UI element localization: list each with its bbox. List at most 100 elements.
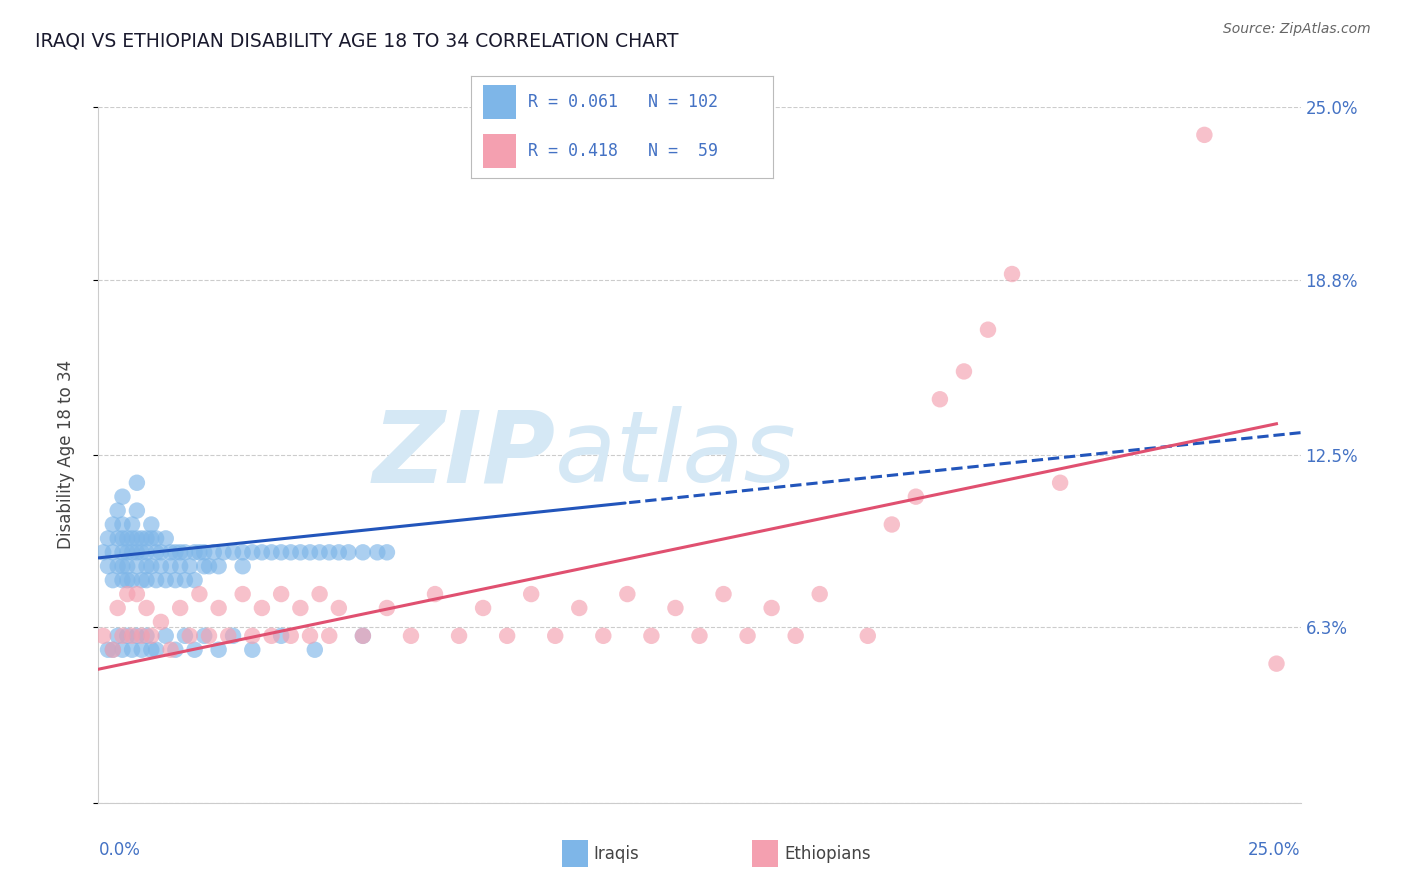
Point [183, 545, 205, 559]
Point [616, 587, 638, 601]
Point [141, 559, 163, 574]
Point [352, 629, 374, 643]
Point [290, 601, 312, 615]
Point [135, 573, 157, 587]
Point [165, 642, 187, 657]
Text: ZIP: ZIP [373, 407, 555, 503]
Point [298, 629, 321, 643]
Point [145, 642, 167, 657]
Text: Iraqis: Iraqis [593, 845, 640, 863]
Point [117, 573, 139, 587]
Point [208, 601, 231, 615]
Point [664, 601, 686, 615]
Point [149, 545, 172, 559]
Point [149, 615, 172, 629]
Point [121, 642, 143, 657]
Point [91, 629, 114, 643]
Point [352, 629, 374, 643]
Text: 25.0%: 25.0% [1249, 841, 1301, 859]
Point [165, 545, 187, 559]
Point [174, 629, 197, 643]
Point [337, 545, 360, 559]
Point [125, 503, 148, 517]
Point [240, 642, 263, 657]
Point [713, 587, 735, 601]
Point [141, 642, 163, 657]
Point [131, 532, 153, 546]
Point [318, 629, 340, 643]
Point [135, 601, 157, 615]
Point [193, 559, 215, 574]
Point [198, 629, 221, 643]
Point [212, 545, 235, 559]
Point [111, 532, 134, 546]
Point [250, 545, 273, 559]
Text: R = 0.418   N =  59: R = 0.418 N = 59 [529, 142, 718, 161]
Point [496, 629, 519, 643]
Point [117, 629, 139, 643]
Point [375, 601, 398, 615]
Point [188, 587, 211, 601]
Point [111, 490, 134, 504]
Point [117, 545, 139, 559]
Point [240, 629, 263, 643]
Point [125, 587, 148, 601]
Point [270, 545, 292, 559]
Text: R = 0.061   N = 102: R = 0.061 N = 102 [529, 93, 718, 111]
Point [366, 545, 388, 559]
FancyBboxPatch shape [484, 85, 516, 119]
Point [280, 545, 302, 559]
Point [188, 545, 211, 559]
Point [308, 545, 330, 559]
Point [111, 517, 134, 532]
Point [260, 629, 283, 643]
Point [318, 545, 340, 559]
Point [145, 545, 167, 559]
Point [117, 587, 139, 601]
Point [544, 629, 567, 643]
Point [107, 559, 129, 574]
Point [135, 629, 157, 643]
Point [290, 545, 312, 559]
Point [208, 642, 231, 657]
Point [145, 573, 167, 587]
Text: atlas: atlas [555, 407, 797, 503]
Point [135, 532, 157, 546]
Point [222, 629, 245, 643]
Point [179, 629, 201, 643]
Point [308, 587, 330, 601]
Point [904, 490, 927, 504]
Point [298, 545, 321, 559]
Point [141, 517, 163, 532]
Point [101, 642, 124, 657]
Text: Ethiopians: Ethiopians [785, 845, 872, 863]
Point [328, 601, 350, 615]
Point [121, 573, 143, 587]
Point [149, 559, 172, 574]
Point [174, 545, 197, 559]
Point [250, 601, 273, 615]
Point [198, 559, 221, 574]
Point [111, 629, 134, 643]
Point [193, 545, 215, 559]
Text: IRAQI VS ETHIOPIAN DISABILITY AGE 18 TO 34 CORRELATION CHART: IRAQI VS ETHIOPIAN DISABILITY AGE 18 TO … [35, 31, 679, 50]
Point [121, 629, 143, 643]
Point [131, 545, 153, 559]
Point [159, 545, 181, 559]
Point [1001, 267, 1024, 281]
Point [155, 573, 177, 587]
Point [953, 364, 976, 378]
Point [328, 545, 350, 559]
Point [121, 532, 143, 546]
Point [145, 532, 167, 546]
Point [977, 323, 1000, 337]
Point [101, 642, 124, 657]
Point [280, 629, 302, 643]
Point [111, 573, 134, 587]
Point [169, 559, 191, 574]
Point [111, 642, 134, 657]
Point [1194, 128, 1216, 142]
Point [240, 545, 263, 559]
Point [737, 629, 759, 643]
Point [761, 601, 783, 615]
